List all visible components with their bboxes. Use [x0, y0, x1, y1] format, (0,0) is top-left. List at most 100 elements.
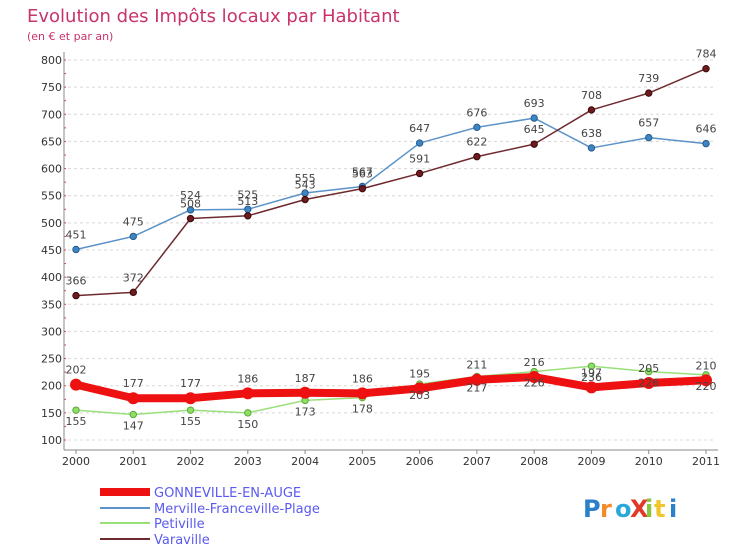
- data-label: 195: [409, 367, 430, 380]
- y-tick-label: 550: [41, 190, 62, 203]
- series-line: [75, 117, 707, 251]
- data-point: [700, 374, 712, 387]
- legend: GONNEVILLE-EN-AUGEMerville-Franceville-P…: [100, 486, 320, 548]
- logo-letter: r: [600, 495, 612, 523]
- data-point: [244, 409, 252, 417]
- chart-subtitle: (en € et par an): [27, 30, 113, 43]
- data-point: [413, 382, 426, 395]
- x-tick-label: 2002: [177, 455, 205, 468]
- series-merville-franceville-plage: [72, 114, 710, 254]
- data-point: [473, 123, 481, 132]
- data-point: [186, 214, 195, 223]
- logo-letter: o: [615, 495, 632, 523]
- x-tick-label: 2011: [692, 455, 720, 468]
- data-label: 177: [123, 377, 144, 390]
- data-point: [702, 64, 710, 73]
- data-point: [528, 371, 541, 384]
- data-point: [642, 377, 655, 389]
- data-point: [356, 387, 369, 400]
- data-point: [129, 410, 137, 419]
- data-point: [301, 195, 309, 204]
- y-tick-label: 300: [41, 325, 62, 338]
- series-gonneville-en-auge: [70, 371, 712, 405]
- data-point: [72, 245, 80, 254]
- logo-letter: t: [654, 495, 665, 523]
- data-label: 513: [237, 195, 258, 208]
- data-label: 187: [295, 372, 316, 385]
- series-layer: [70, 64, 712, 419]
- x-tick-label: 2010: [635, 455, 663, 468]
- data-point: [645, 367, 653, 376]
- data-point: [72, 291, 80, 300]
- y-tick-label: 450: [41, 244, 62, 257]
- data-point: [186, 206, 195, 214]
- data-label: 186: [352, 372, 373, 385]
- x-tick-label: 2000: [62, 455, 90, 468]
- data-point: [702, 139, 710, 148]
- data-label: 563: [352, 168, 373, 181]
- data-label: 155: [66, 415, 87, 428]
- y-tick-label: 400: [41, 271, 62, 284]
- data-label: 508: [180, 198, 201, 211]
- data-point: [415, 139, 424, 147]
- data-label: 217: [466, 381, 487, 394]
- data-point: [415, 169, 424, 178]
- y-tick-label: 150: [41, 407, 62, 420]
- y-tick-label: 600: [41, 163, 62, 176]
- data-label: 216: [524, 356, 545, 369]
- data-label: 366: [66, 275, 87, 288]
- grid: [68, 59, 716, 441]
- data-label: 567: [352, 165, 373, 178]
- legend-label: GONNEVILLE-EN-AUGE: [154, 486, 301, 501]
- x-tick-label: 2003: [234, 455, 262, 468]
- data-point: [127, 392, 140, 405]
- data-label: 591: [409, 152, 430, 165]
- data-label: 186: [237, 372, 258, 385]
- legend-label: Merville-Franceville-Plage: [154, 502, 320, 517]
- x-tick-label: 2005: [348, 455, 376, 468]
- data-point: [473, 152, 481, 161]
- data-point: [530, 114, 538, 122]
- data-point: [129, 288, 137, 297]
- data-label: 645: [524, 123, 545, 136]
- chart-title: Evolution des Impôts locaux par Habitant: [27, 6, 400, 27]
- series-line: [75, 67, 707, 297]
- data-point: [186, 406, 195, 414]
- data-point: [70, 378, 82, 391]
- data-point: [645, 89, 653, 97]
- y-tick-label: 700: [41, 108, 62, 121]
- data-label: 739: [638, 72, 659, 85]
- data-point: [587, 144, 596, 152]
- data-label: 451: [66, 228, 87, 241]
- data-point: [184, 392, 197, 405]
- data-point: [299, 386, 312, 399]
- x-tick-label: 2004: [291, 455, 319, 468]
- data-label: 676: [466, 106, 487, 119]
- data-label: 525: [237, 188, 258, 201]
- data-label: 197: [581, 366, 602, 379]
- y-tick-label: 750: [41, 81, 62, 94]
- data-label: 203: [409, 389, 430, 402]
- data-label: 150: [237, 418, 258, 431]
- logo-letter: P: [583, 495, 601, 523]
- data-label: 211: [466, 359, 487, 372]
- data-label: 555: [295, 172, 316, 185]
- data-label: 236: [581, 371, 602, 384]
- x-tick-label: 2006: [406, 455, 434, 468]
- series-line: [75, 373, 707, 403]
- y-tick-label: 200: [41, 380, 62, 393]
- x-tick-label: 2007: [463, 455, 491, 468]
- data-label: 524: [180, 189, 201, 202]
- data-label: 693: [524, 97, 545, 110]
- y-tick-label: 800: [41, 54, 62, 67]
- data-label: 372: [123, 271, 144, 284]
- data-label: 657: [638, 117, 659, 130]
- data-point: [587, 362, 596, 370]
- logo-letter: i: [669, 495, 677, 523]
- data-label: 543: [295, 179, 316, 192]
- data-point: [241, 387, 254, 400]
- y-tick-label: 250: [41, 353, 62, 366]
- y-tick-label: 350: [41, 298, 62, 311]
- legend-label: Petiville: [154, 517, 205, 532]
